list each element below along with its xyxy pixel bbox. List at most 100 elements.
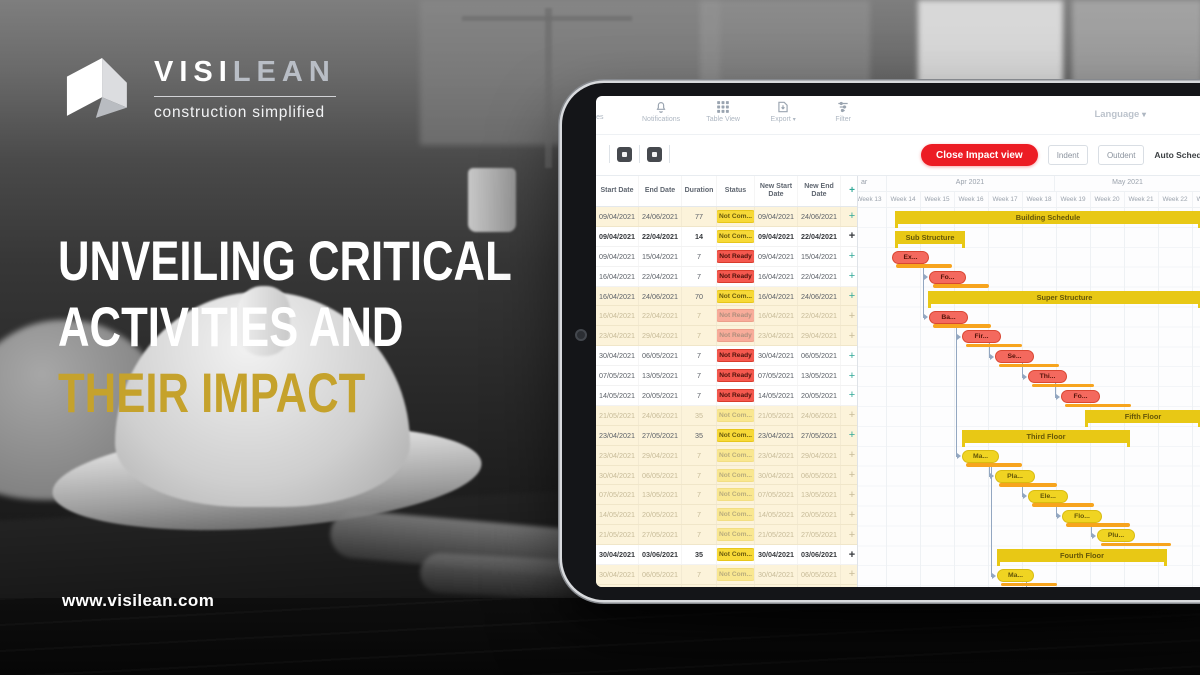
- cell-status: Not Com...: [717, 406, 755, 425]
- gantt-summary-bar[interactable]: Super Structure: [928, 290, 1200, 308]
- gantt-task-bar[interactable]: Plu...: [1097, 529, 1135, 543]
- add-row-button[interactable]: +: [841, 366, 864, 385]
- cell-start-date: 30/04/2021: [596, 565, 639, 584]
- gantt-task-bar[interactable]: Flo...: [1062, 509, 1102, 523]
- toolbar-item-partial[interactable]: ies: [596, 114, 604, 121]
- table-row[interactable]: 23/04/2021 29/04/2021 7 Not Com... 23/04/202…: [596, 445, 857, 466]
- status-badge: Not Com...: [717, 508, 754, 522]
- table-row[interactable]: 16/04/2021 24/06/2021 70 Not Com... 16/04/20…: [596, 286, 857, 307]
- table-row[interactable]: 09/04/2021 22/04/2021 14 Not Com... 09/04/20…: [596, 227, 857, 247]
- grid-tool-icon[interactable]: [617, 146, 632, 162]
- table-row[interactable]: 16/04/2021 22/04/2021 7 Not Ready 16/04/2021…: [596, 267, 857, 287]
- table-row[interactable]: 14/05/2021 20/05/2021 7 Not Com... 14/05/202…: [596, 505, 857, 526]
- table-row[interactable]: 07/05/2021 13/05/2021 7 Not Ready 07/05/2021…: [596, 366, 857, 387]
- add-row-button[interactable]: +: [841, 406, 864, 425]
- cell-start-date: 14/05/2021: [596, 386, 639, 405]
- status-badge: Not Ready: [717, 349, 754, 363]
- add-row-button[interactable]: +: [841, 247, 864, 266]
- add-row-button[interactable]: +: [841, 227, 864, 246]
- add-row-button[interactable]: +: [841, 346, 864, 365]
- column-header[interactable]: Duration: [682, 176, 717, 206]
- close-impact-view-button[interactable]: Close Impact view: [921, 144, 1038, 166]
- table-row[interactable]: 16/04/2021 22/04/2021 7 Not Ready 16/04/2021…: [596, 306, 857, 327]
- gantt-task-bar[interactable]: Fo...: [929, 270, 966, 284]
- dependency-arrow-icon: [990, 353, 994, 360]
- week-label: Week 14: [890, 196, 916, 203]
- grid-tool-icon[interactable]: [647, 146, 662, 162]
- gantt-week-header: Week 13 Week 14 Week 15 Week 16 Week 17 Week …: [858, 192, 1200, 208]
- table-row[interactable]: 09/04/2021 24/06/2021 77 Not Com... 09/04/20…: [596, 207, 857, 227]
- toolbar-item-grid[interactable]: Table View: [706, 100, 740, 123]
- column-header[interactable]: New End Date: [798, 176, 841, 206]
- table-row[interactable]: 09/04/2021 15/04/2021 7 Not Ready 09/04/2021…: [596, 247, 857, 267]
- table-row[interactable]: 30/04/2021 03/06/2021 35 Not Com... 30/04/20…: [596, 545, 857, 566]
- add-row-button[interactable]: +: [841, 306, 864, 325]
- toolbar-item-export[interactable]: Export ▾: [766, 100, 800, 123]
- gantt-task-bar[interactable]: Fir...: [962, 330, 1001, 344]
- add-row-button[interactable]: +: [841, 485, 864, 504]
- gantt-summary-bar[interactable]: Sub Structure: [895, 230, 965, 248]
- cell-duration: 7: [682, 466, 717, 485]
- gantt-task-bar[interactable]: Ma...: [997, 569, 1034, 583]
- column-header[interactable]: Start Date: [596, 176, 639, 206]
- add-row-button[interactable]: +: [841, 446, 864, 465]
- add-row-button[interactable]: +: [841, 525, 864, 544]
- gantt-task-bar[interactable]: Thi...: [1028, 370, 1067, 384]
- cell-status: Not Com...: [717, 525, 755, 544]
- column-header[interactable]: Status: [717, 176, 755, 206]
- cell-duration: 7: [682, 485, 717, 504]
- cell-duration: [682, 585, 717, 587]
- gantt-task-bar[interactable]: Pla...: [995, 469, 1035, 483]
- add-row-button[interactable]: +: [841, 466, 864, 485]
- add-row-button[interactable]: +: [841, 207, 864, 226]
- headline-line-3: THEIR IMPACT: [58, 361, 366, 424]
- add-row-button[interactable]: +: [841, 565, 864, 584]
- gantt-task-bar[interactable]: Se...: [995, 350, 1034, 364]
- gantt-task-bar[interactable]: Ex...: [892, 250, 929, 264]
- language-dropdown[interactable]: Language ▾: [1094, 109, 1146, 120]
- gantt-summary-bar[interactable]: Fourth Floor: [997, 549, 1167, 567]
- table-row[interactable]: 21/05/2021 24/06/2021 35 Not Com... 21/05/20…: [596, 405, 857, 426]
- table-row[interactable]: 21/05/2021 27/05/2021 7 Not Com... 21/05/202…: [596, 525, 857, 546]
- add-row-button[interactable]: +: [841, 267, 864, 286]
- add-row-button[interactable]: +: [841, 287, 864, 306]
- toolbar-item-bell[interactable]: Notifications: [642, 100, 680, 123]
- add-row-button[interactable]: +: [841, 386, 864, 405]
- status-badge: Not Com...: [717, 488, 754, 502]
- table-row[interactable]: 30/04/2021 06/05/2021 7 Not Com... 30/04/202…: [596, 565, 857, 585]
- column-header[interactable]: End Date: [639, 176, 682, 206]
- table-row[interactable]: 23/04/2021 29/04/2021 7 Not Ready 23/04/2021…: [596, 326, 857, 347]
- gantt-summary-bar[interactable]: Third Floor: [962, 429, 1130, 447]
- gantt-task-bar[interactable]: Ele...: [1028, 489, 1068, 503]
- table-row[interactable]: 23/04/2021 27/05/2021 35 Not Com... 23/04/20…: [596, 425, 857, 446]
- cell-status: Not Com...: [717, 426, 755, 445]
- toolbar-item-filter[interactable]: Filter: [826, 100, 860, 123]
- status-badge: Not Ready: [717, 269, 754, 283]
- add-row-button[interactable]: +: [841, 545, 864, 564]
- add-row-button[interactable]: +: [841, 505, 864, 524]
- gantt-task-bar[interactable]: Ma...: [962, 449, 999, 463]
- headline-line-1: UNVEILING CRITICAL: [58, 229, 512, 292]
- table-row[interactable]: Not Com...+: [596, 584, 857, 587]
- cell-new-start-date: 16/04/2021: [755, 267, 798, 286]
- cell-new-start-date: 30/04/2021: [755, 545, 798, 564]
- add-column-button[interactable]: +: [849, 185, 855, 197]
- add-row-button[interactable]: +: [841, 326, 864, 345]
- add-row-button[interactable]: +: [841, 426, 864, 445]
- indent-button[interactable]: Indent: [1047, 145, 1088, 165]
- filter-icon: [836, 100, 850, 114]
- outdent-button[interactable]: Outdent: [1097, 145, 1145, 165]
- gantt-summary-bar[interactable]: Building Schedule: [895, 211, 1200, 228]
- table-row[interactable]: 30/04/2021 06/05/2021 7 Not Com... 30/04/202…: [596, 465, 857, 486]
- gantt-task-bar[interactable]: Ba...: [929, 310, 968, 324]
- cell-end-date: 27/05/2021: [639, 525, 682, 544]
- gantt-summary-bar[interactable]: Fifth Floor: [1085, 410, 1200, 427]
- cell-duration: 7: [682, 366, 717, 385]
- column-header[interactable]: New Start Date: [755, 176, 798, 206]
- cell-end-date: 06/05/2021: [639, 565, 682, 584]
- cell-status: Not Com...: [717, 565, 755, 584]
- table-row[interactable]: 07/05/2021 13/05/2021 7 Not Com... 07/05/202…: [596, 485, 857, 506]
- table-row[interactable]: 14/05/2021 20/05/2021 7 Not Ready 14/05/2021…: [596, 386, 857, 406]
- gantt-task-bar[interactable]: Fo...: [1061, 390, 1100, 404]
- table-row[interactable]: 30/04/2021 06/05/2021 7 Not Ready 30/04/2021…: [596, 346, 857, 367]
